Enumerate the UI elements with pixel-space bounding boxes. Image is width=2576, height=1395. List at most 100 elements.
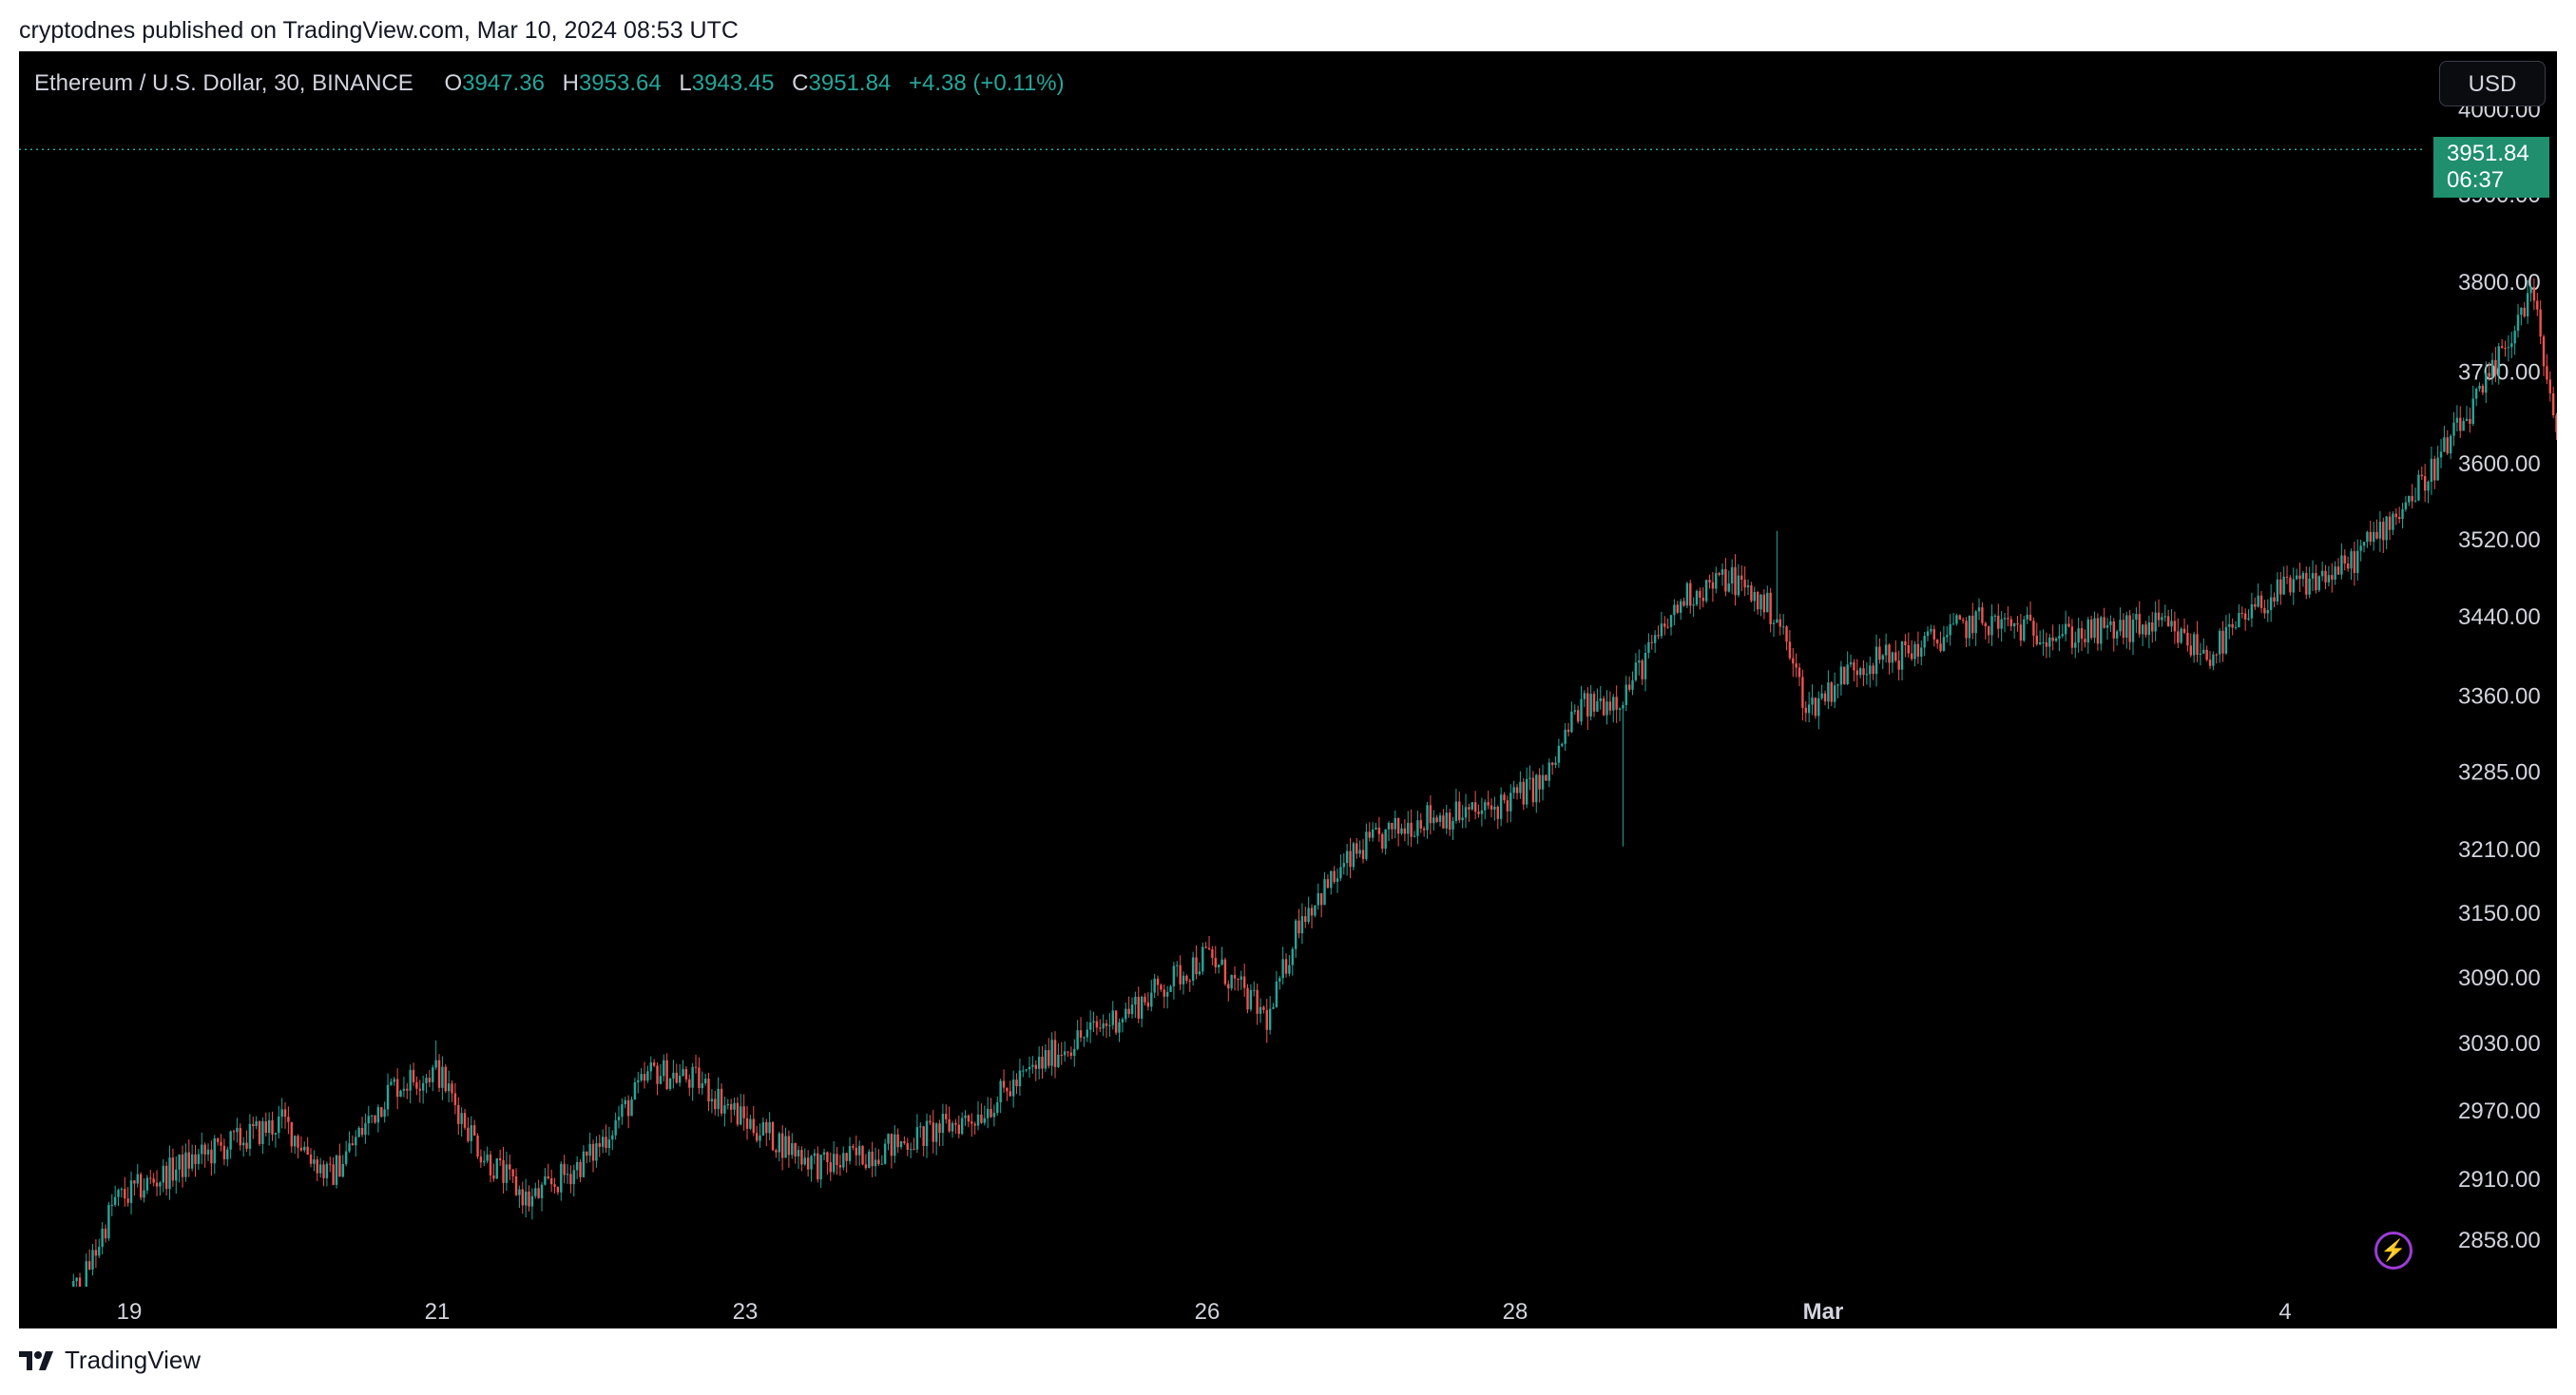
candle-up [761, 1121, 765, 1136]
candle-down [1785, 626, 1788, 642]
candle-up [1416, 820, 1419, 836]
candle-down [521, 1189, 524, 1206]
candle-down [826, 1152, 829, 1162]
candle-up [566, 1174, 569, 1175]
candle-up [1685, 583, 1689, 606]
candle-down [1262, 1006, 1265, 1010]
symbol-title[interactable]: Ethereum / U.S. Dollar, 30, BINANCE [34, 70, 413, 96]
candle-up [91, 1250, 94, 1270]
candle-down [1246, 987, 1249, 1010]
candle-up [575, 1161, 579, 1171]
candle-down [1422, 828, 1426, 831]
candle-down [2494, 359, 2497, 375]
candle-up [2474, 389, 2478, 399]
candle-up [983, 1118, 986, 1123]
candle-down [1823, 693, 1827, 702]
candle-up [717, 1088, 720, 1110]
candle-up [376, 1107, 380, 1123]
candle-up [1493, 806, 1496, 810]
candle-down [1792, 658, 1795, 664]
candle-down [2446, 437, 2449, 454]
candle-up [1259, 1006, 1262, 1014]
candle-down [329, 1163, 332, 1165]
candle-down [547, 1175, 549, 1179]
x-tick-label: Mar [1803, 1299, 1844, 1325]
close-key: C [792, 70, 809, 96]
candle-down [929, 1120, 932, 1123]
candle-up [447, 1083, 451, 1092]
candle-up [1955, 615, 1958, 624]
candle-up [1737, 575, 1740, 596]
tradingview-brand[interactable]: TradingView [19, 1346, 201, 1375]
candle-up [168, 1157, 171, 1190]
candle-up [2026, 614, 2028, 620]
candle-up [1088, 1022, 1092, 1030]
candle-up [2119, 620, 2122, 632]
candlestick-chart[interactable]: 4000.003900.003800.003700.003600.003520.… [19, 51, 2557, 1328]
candle-down [1237, 978, 1240, 980]
candle-down [2122, 620, 2125, 638]
candle-down [2536, 300, 2539, 310]
candle-up [159, 1182, 162, 1187]
candle-up [483, 1160, 486, 1163]
candle-down [1515, 787, 1519, 793]
lightning-bolt-icon[interactable]: ⚡ [2374, 1232, 2413, 1270]
candle-down [1015, 1080, 1018, 1087]
candle-down [2411, 495, 2413, 502]
candle-down [1435, 817, 1438, 822]
candle-up [1833, 685, 1836, 702]
candle-down [2045, 641, 2048, 647]
candle-down [444, 1066, 447, 1092]
candle-down [2019, 624, 2023, 641]
candle-up [2320, 570, 2324, 577]
candle-up [1836, 684, 1839, 686]
candle-up [1923, 636, 1926, 648]
candle-up [518, 1189, 521, 1195]
candle-up [1669, 615, 1673, 627]
candle-up [601, 1137, 605, 1147]
candle-down [563, 1163, 566, 1175]
candle-down [864, 1164, 868, 1169]
candle-down [299, 1147, 303, 1151]
candle-down [2028, 614, 2032, 621]
candle-up [1342, 863, 1345, 868]
currency-button[interactable]: USD [2439, 61, 2546, 106]
candle-up [1618, 708, 1622, 710]
candle-down [395, 1079, 399, 1098]
candle-up [1165, 991, 1169, 997]
candle-down [418, 1088, 421, 1091]
candle-up [2520, 307, 2523, 315]
candle-up [1086, 1029, 1088, 1038]
candle-up [1730, 566, 1734, 584]
chart-panel[interactable]: 4000.003900.003800.003700.003600.003520.… [19, 51, 2557, 1328]
candle-up [2266, 610, 2269, 614]
candle-up [1400, 828, 1403, 834]
candle-down [152, 1178, 155, 1183]
candle-up [1323, 879, 1326, 906]
candle-up [726, 1103, 729, 1106]
candle-up [1766, 592, 1769, 613]
candle-up [1695, 590, 1699, 605]
candle-up [682, 1069, 684, 1076]
candle-up [1865, 674, 1869, 676]
candle-up [595, 1143, 598, 1161]
candle-up [1413, 835, 1416, 837]
candle-down [586, 1151, 588, 1156]
candle-down [1888, 644, 1891, 663]
candle-up [1330, 870, 1333, 889]
candle-up [383, 1109, 386, 1118]
candle-up [1519, 781, 1522, 793]
candle-down [591, 1143, 595, 1161]
candle-up [143, 1190, 145, 1198]
candle-down [139, 1174, 143, 1198]
candle-up [2510, 343, 2513, 348]
candle-up [1268, 1008, 1272, 1030]
candle-down [1701, 597, 1704, 602]
candle-up [197, 1154, 201, 1164]
candle-up [2516, 315, 2520, 332]
candle-up [1130, 1004, 1134, 1015]
candle-up [1673, 604, 1676, 616]
candle-up [113, 1196, 117, 1205]
candle-up [1172, 965, 1176, 986]
candle-up [951, 1122, 954, 1132]
